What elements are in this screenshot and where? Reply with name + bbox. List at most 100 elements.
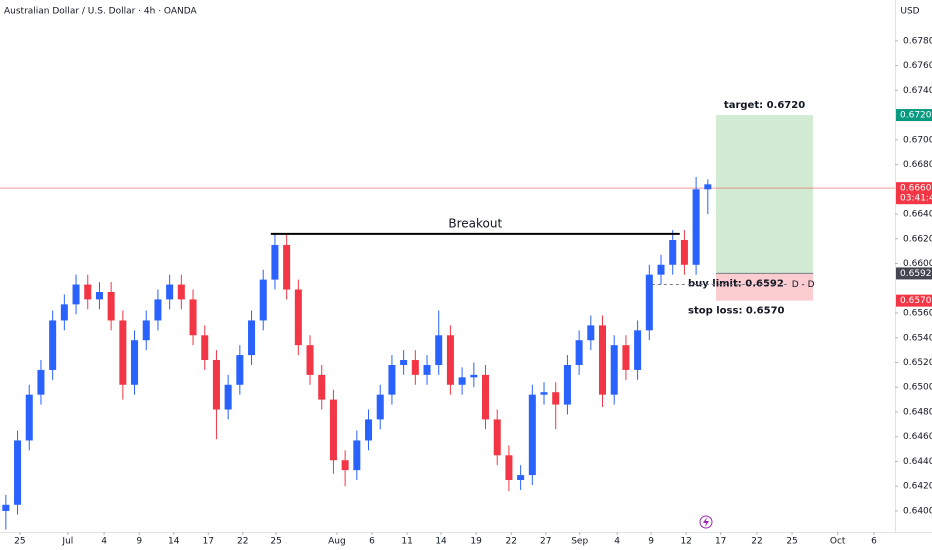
candle-body — [224, 384, 232, 410]
x-tick-label: 6 — [369, 537, 375, 547]
candle-body — [294, 289, 302, 346]
candle-body — [528, 394, 536, 476]
target-zone — [716, 115, 814, 274]
x-tick-label: 6 — [871, 537, 877, 547]
candle-body — [131, 340, 139, 385]
currency: USD — [900, 7, 919, 17]
candle-body — [552, 392, 560, 405]
candle-body — [680, 240, 688, 265]
candle-body — [563, 364, 571, 405]
candle-body — [201, 335, 209, 361]
candle-body — [505, 455, 513, 481]
candle-body — [107, 291, 115, 321]
x-tick-label: 22 — [237, 537, 248, 547]
candle-body — [423, 364, 431, 375]
x-tick-label: 4 — [614, 537, 620, 547]
x-tick-label: 25 — [270, 537, 281, 547]
candle-body — [119, 320, 127, 385]
x-tick-label: Aug — [328, 537, 346, 547]
x-tick-label: 17 — [203, 537, 214, 547]
candle-body — [435, 335, 443, 365]
price-tag — [896, 294, 932, 307]
x-tick-label: Jul — [61, 537, 73, 547]
price-tag — [896, 267, 932, 280]
x-tick-label: 12 — [680, 537, 691, 547]
candle-body — [482, 374, 490, 420]
candle-body — [25, 394, 33, 441]
candle-body — [14, 440, 22, 505]
candle-body — [622, 345, 630, 370]
candle-body — [49, 320, 57, 370]
stop-zone — [716, 273, 814, 301]
candle-body — [610, 345, 618, 395]
x-tick-label: Oct — [830, 537, 846, 547]
candle-body — [84, 284, 92, 300]
candle-body — [388, 364, 396, 395]
candle-body — [189, 299, 197, 336]
candle-body — [318, 374, 326, 400]
breakout-label: Breakout — [448, 216, 502, 230]
x-tick-label: 14 — [435, 537, 447, 547]
candle-body — [2, 504, 10, 511]
lightning-icon[interactable] — [699, 515, 713, 529]
candle-body — [575, 340, 583, 365]
candle-body — [306, 345, 314, 375]
candle-body — [60, 304, 68, 321]
price-tag — [896, 182, 932, 205]
y-tick-label: 0.64000 — [903, 506, 932, 516]
chart-title: Australian Dollar / U.S. Dollar · 4h · O… — [4, 7, 197, 17]
price-tag — [896, 109, 932, 122]
candle-body — [142, 320, 150, 341]
candle-body — [259, 279, 267, 321]
candle-body — [248, 320, 256, 356]
candle-body — [704, 184, 712, 190]
x-tick-label: 27 — [540, 537, 551, 547]
x-tick-label: Sep — [571, 537, 588, 547]
candle-body — [458, 377, 466, 385]
x-tick-label: 4 — [101, 537, 107, 547]
target-label: target: 0.6720 — [724, 100, 805, 111]
order-line-label: D - D — [792, 280, 815, 290]
x-tick-label: 14 — [168, 537, 180, 547]
x-tick-label: 22 — [506, 537, 517, 547]
candle-body — [236, 355, 244, 385]
candle-body — [365, 419, 373, 441]
candle-body — [400, 360, 408, 365]
x-tick-label: 9 — [136, 537, 142, 547]
x-tick-label: 25 — [786, 537, 797, 547]
candle-body — [470, 374, 478, 378]
price-tag-label: 0.66609 — [900, 184, 932, 194]
stop-label: stop loss: 0.6570 — [688, 306, 785, 317]
candle-body — [166, 284, 174, 300]
candle-body — [376, 394, 384, 420]
candle-body — [154, 299, 162, 321]
candle-body — [177, 284, 185, 300]
x-tick-label: 22 — [751, 537, 762, 547]
candle-body — [692, 189, 700, 265]
candle-body — [329, 399, 337, 461]
candle-body — [283, 244, 291, 290]
candle-body — [657, 264, 665, 275]
countdown: 03:41:40 — [900, 194, 932, 204]
candle-body — [353, 440, 361, 471]
candle-body — [517, 475, 525, 481]
candle-body — [271, 244, 279, 280]
candle-body — [645, 274, 653, 331]
candle-body — [341, 460, 349, 471]
x-tick-label: 17 — [715, 537, 726, 547]
candle-body — [212, 360, 220, 410]
